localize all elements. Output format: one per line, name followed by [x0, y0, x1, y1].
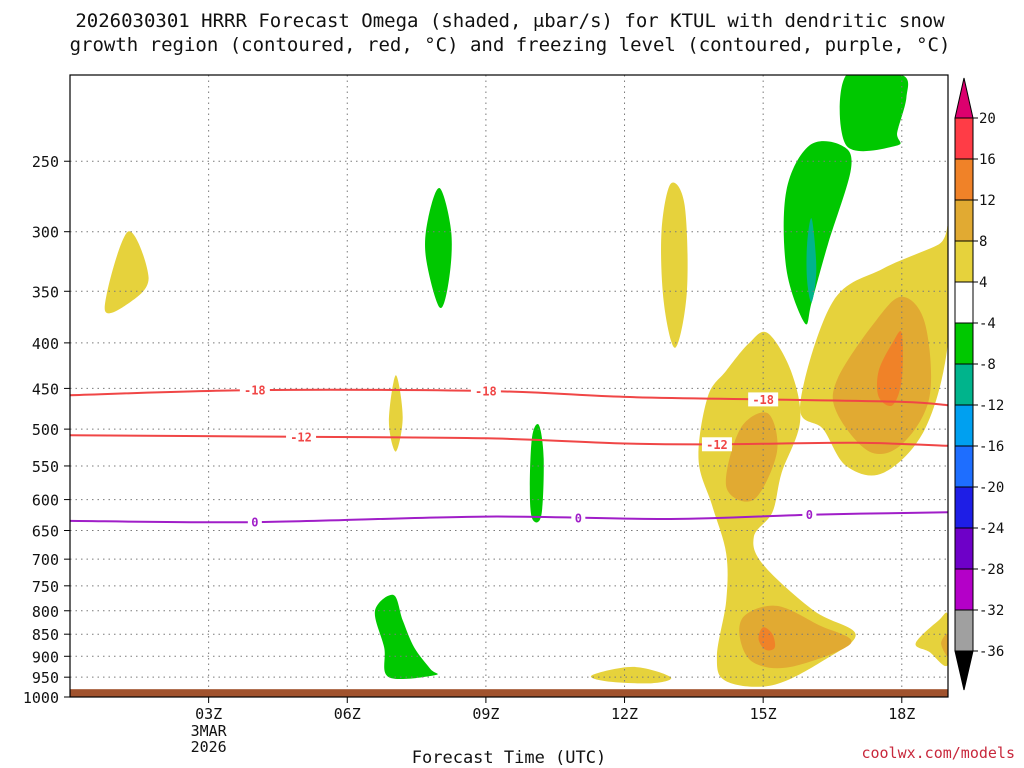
colorbar-label-20: 20 [979, 111, 996, 127]
contour-label-1-0: -12 [290, 430, 312, 444]
colorbar-label--28: -28 [979, 562, 1004, 578]
y-tick-label-700: 700 [32, 551, 59, 569]
colorbar-label--20: -20 [979, 480, 1004, 496]
y-tick-label-500: 500 [32, 421, 59, 439]
title: 2026030301 HRRR Forecast Omega (shaded, … [70, 10, 951, 56]
y-tick-label-950: 950 [32, 669, 59, 687]
y-tick-label-900: 900 [32, 648, 59, 666]
x-tick-label-09Z: 09Z [472, 705, 499, 723]
omega-region-14 [915, 612, 948, 667]
colorbar-top-arrow [954, 77, 974, 119]
colorbar-swatch-12 [954, 609, 974, 652]
omega-region-6 [590, 666, 672, 684]
colorbar-swatch-8 [954, 445, 974, 488]
contour-line-1 [70, 434, 948, 447]
colorbar-label--12: -12 [979, 398, 1004, 414]
y-tick-label-750: 750 [32, 578, 59, 596]
ground-fill [70, 689, 948, 697]
colorbar-label-8: 8 [979, 234, 987, 250]
colorbar-bottom-arrow [954, 650, 974, 691]
omega-region-5 [374, 594, 438, 680]
x-tick-label-18Z: 18Z [888, 705, 915, 723]
colorbar-swatch-6 [954, 363, 974, 406]
x-date-label-0: 3MAR [191, 722, 228, 740]
omega-region-2 [388, 375, 403, 452]
x-date-label-1: 2026 [191, 738, 227, 756]
colorbar-swatch-1 [954, 158, 974, 201]
omega-region-15 [941, 633, 948, 657]
colorbar-swatch-7 [954, 404, 974, 447]
contour-label-2-0: 0 [251, 516, 258, 530]
y-tick-label-550: 550 [32, 458, 59, 476]
y-tick-label-1000: 1000 [23, 689, 59, 707]
colorbar-label--16: -16 [979, 439, 1004, 455]
colorbar-label-16: 16 [979, 152, 996, 168]
x-tick-label-03Z: 03Z [195, 705, 222, 723]
y-tick-label-800: 800 [32, 603, 59, 621]
omega-region-18 [839, 75, 909, 152]
y-tick-label-350: 350 [32, 283, 59, 301]
omega-region-17 [806, 218, 817, 303]
colorbar-swatch-9 [954, 486, 974, 529]
colorbar-label-12: 12 [979, 193, 996, 209]
credit-text: coolwx.com/models [861, 744, 1015, 762]
y-tick-label-450: 450 [32, 380, 59, 398]
omega-region-7 [698, 331, 856, 687]
y-tick-label-300: 300 [32, 224, 59, 242]
y-tick-label-250: 250 [32, 153, 59, 171]
colorbar-swatch-4 [954, 281, 974, 324]
omega-region-16 [783, 141, 852, 325]
colorbar-swatch-3 [954, 240, 974, 283]
omega-region-3 [529, 424, 544, 523]
x-axis-label: Forecast Time (UTC) [412, 748, 606, 768]
contour-label-bg-2-0 [247, 515, 262, 530]
x-tick-label-12Z: 12Z [611, 705, 638, 723]
colorbar-label--4: -4 [979, 316, 996, 332]
title-line-1: 2026030301 HRRR Forecast Omega (shaded, … [75, 10, 945, 32]
contour-label-bg-2-1 [571, 510, 586, 525]
colorbar-label--24: -24 [979, 521, 1004, 537]
colorbar-swatch-2 [954, 199, 974, 242]
colorbar-label--36: -36 [979, 644, 1004, 660]
omega-region-9 [739, 605, 852, 669]
y-tick-label-650: 650 [32, 523, 59, 541]
colorbar-swatch-11 [954, 568, 974, 611]
colorbar-swatch-5 [954, 322, 974, 365]
omega-region-13 [876, 331, 903, 406]
contour-label-bg-2-2 [802, 507, 817, 522]
contour-label-bg-1-1 [701, 437, 732, 452]
contour-label-2-1: 0 [575, 511, 582, 525]
y-tick-label-850: 850 [32, 626, 59, 644]
omega-region-0 [104, 231, 149, 314]
contour-label-1-1: -12 [706, 438, 728, 452]
colorbar-label--32: -32 [979, 603, 1004, 619]
omega-region-4 [661, 182, 688, 348]
contour-label-0-1: -18 [475, 384, 497, 398]
contour-label-bg-0-1 [470, 383, 501, 398]
contour-label-bg-0-2 [748, 392, 779, 407]
omega-region-10 [758, 627, 776, 651]
contour-label-bg-1-0 [286, 429, 317, 444]
x-tick-label-15Z: 15Z [750, 705, 777, 723]
y-tick-label-400: 400 [32, 335, 59, 353]
colorbar-swatch-10 [954, 527, 974, 570]
colorbar-swatch-0 [954, 117, 974, 160]
plot-area: -18 -18 -18 -12 -12 0 0 0 250 300 350 400 450 500 550 6… [23, 74, 949, 756]
omega-region-8 [725, 412, 778, 502]
colorbar-label--8: -8 [979, 357, 996, 373]
omega-region-1 [425, 187, 452, 309]
x-tick-label-06Z: 06Z [334, 705, 361, 723]
contour-label-2-2: 0 [806, 508, 813, 522]
contour-label-0-2: -18 [752, 393, 774, 407]
contour-label-0-0: -18 [244, 384, 266, 398]
plot-inner: -18 -18 -18 -12 -12 0 0 0 [70, 75, 948, 697]
colorbar: 20 16 12 8 4 -4 -8 -12 -16 -20 -24 -28 -32 -36 [954, 77, 1004, 691]
title-line-2: growth region (contoured, red, °C) and f… [70, 34, 951, 56]
contour-label-bg-0-0 [239, 383, 270, 398]
colorbar-label-4: 4 [979, 275, 987, 291]
y-tick-label-600: 600 [32, 492, 59, 510]
plot-frame [69, 74, 949, 698]
